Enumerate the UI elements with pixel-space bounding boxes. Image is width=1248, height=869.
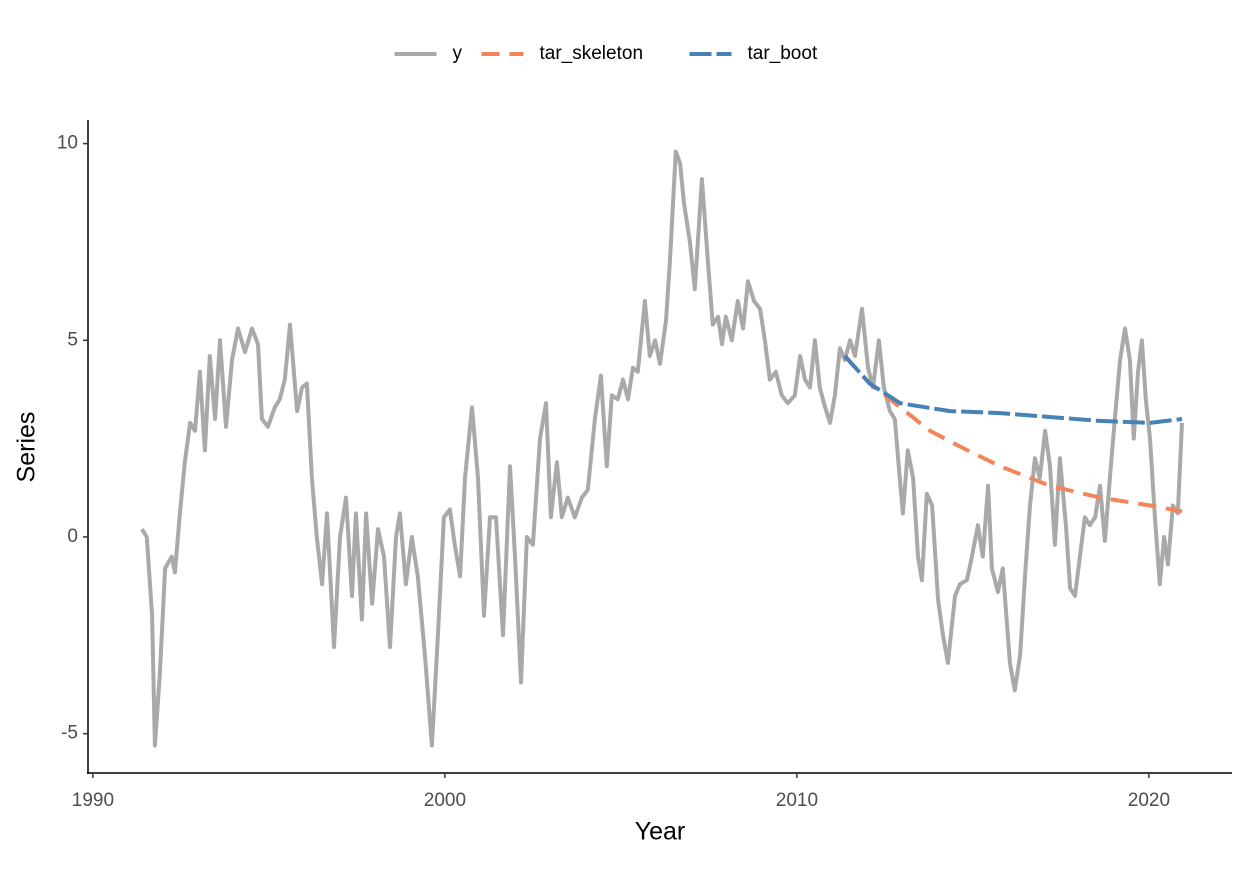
x-axis-title: Year — [635, 818, 686, 846]
series-line — [140, 149, 1184, 748]
y-axis-title: Series — [13, 412, 41, 483]
legend-label: tar_skeleton — [540, 43, 644, 64]
legend-label: y — [453, 43, 463, 64]
x-tick-label: 2020 — [1128, 790, 1170, 811]
x-tick-label: 1990 — [72, 790, 114, 811]
y-tick-label: -5 — [61, 723, 78, 744]
legend-label: tar_boot — [748, 43, 818, 64]
y-tick-label: 10 — [57, 133, 78, 154]
x-tick-label: 2010 — [776, 790, 818, 811]
series-line — [843, 354, 1183, 425]
x-tick-label: 2000 — [424, 790, 466, 811]
y-tick-label: 5 — [67, 329, 78, 350]
y-tick-label: 0 — [67, 526, 78, 547]
